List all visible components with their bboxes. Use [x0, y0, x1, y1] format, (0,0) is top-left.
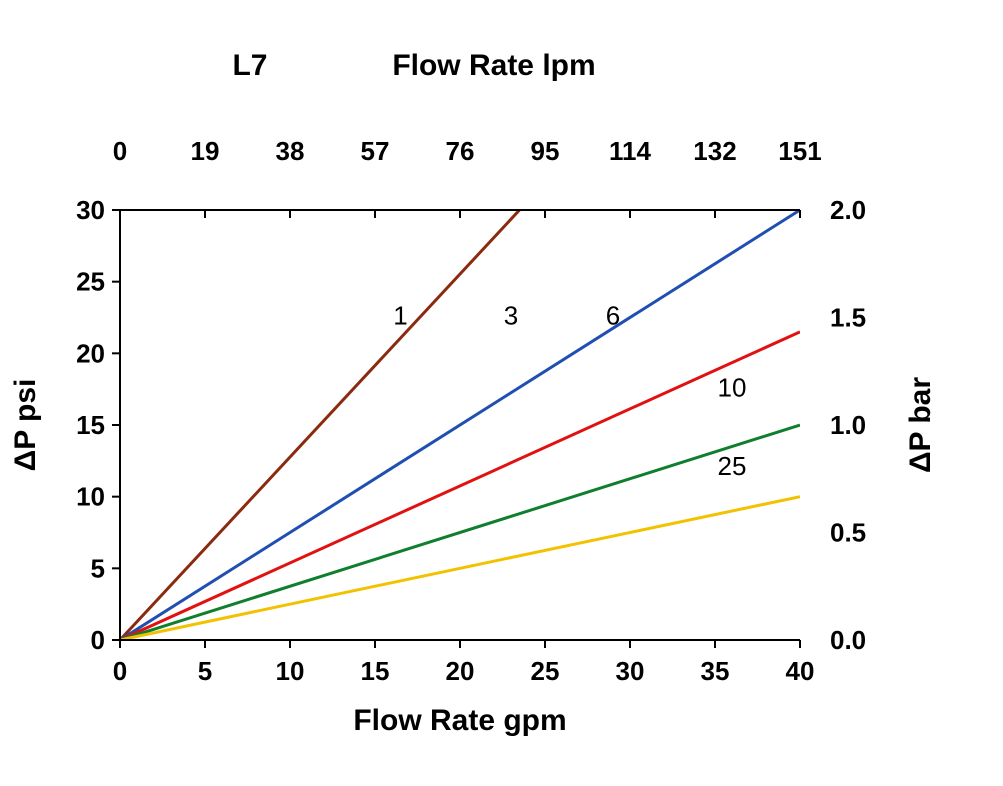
x-top-tick-label: 57 — [361, 136, 390, 166]
x-top-tick-label: 0 — [113, 136, 127, 166]
series-label: 6 — [606, 301, 620, 331]
x-top-tick-label: 95 — [531, 136, 560, 166]
x-bottom-tick-label: 25 — [531, 656, 560, 686]
y-right-tick-label: 1.0 — [830, 410, 866, 440]
chart-bg — [0, 0, 1003, 786]
x-top-tick-label: 19 — [191, 136, 220, 166]
y-left-tick-label: 20 — [76, 338, 105, 368]
y-left-tick-label: 5 — [91, 553, 105, 583]
series-label: 25 — [718, 451, 747, 481]
x-top-tick-label: 38 — [276, 136, 305, 166]
chart-container: L7Flow Rate lpm0193857769511413215105101… — [0, 0, 1003, 786]
y-right-tick-label: 1.5 — [830, 303, 866, 333]
x-top-tick-label: 76 — [446, 136, 475, 166]
x-top-tick-label: 151 — [778, 136, 821, 166]
y-right-tick-label: 2.0 — [830, 195, 866, 225]
series-label: 3 — [504, 301, 518, 331]
x-bottom-tick-label: 20 — [446, 656, 475, 686]
x-bottom-tick-label: 15 — [361, 656, 390, 686]
series-label: 1 — [393, 301, 407, 331]
x-top-tick-label: 132 — [693, 136, 736, 166]
y-left-tick-label: 0 — [91, 625, 105, 655]
pressure-flow-chart: L7Flow Rate lpm0193857769511413215105101… — [0, 0, 1003, 786]
y-left-tick-label: 15 — [76, 410, 105, 440]
x-bottom-tick-label: 5 — [198, 656, 212, 686]
x-bottom-tick-label: 35 — [701, 656, 730, 686]
y-right-tick-label: 0.0 — [830, 625, 866, 655]
x-bottom-tick-label: 10 — [276, 656, 305, 686]
chart-title-top: Flow Rate lpm — [392, 49, 595, 82]
y-right-tick-label: 0.5 — [830, 518, 866, 548]
x-axis-title-bottom: Flow Rate gpm — [353, 704, 566, 737]
chart-title-prefix: L7 — [232, 49, 267, 82]
y-axis-title-right: ΔP bar — [904, 377, 937, 473]
x-bottom-tick-label: 40 — [786, 656, 815, 686]
y-axis-title-left: ΔP psi — [9, 379, 42, 472]
series-label: 10 — [718, 372, 747, 402]
y-left-tick-label: 30 — [76, 195, 105, 225]
y-left-tick-label: 25 — [76, 267, 105, 297]
x-top-tick-label: 114 — [609, 136, 651, 166]
x-bottom-tick-label: 30 — [616, 656, 645, 686]
x-bottom-tick-label: 0 — [113, 656, 127, 686]
y-left-tick-label: 10 — [76, 482, 105, 512]
